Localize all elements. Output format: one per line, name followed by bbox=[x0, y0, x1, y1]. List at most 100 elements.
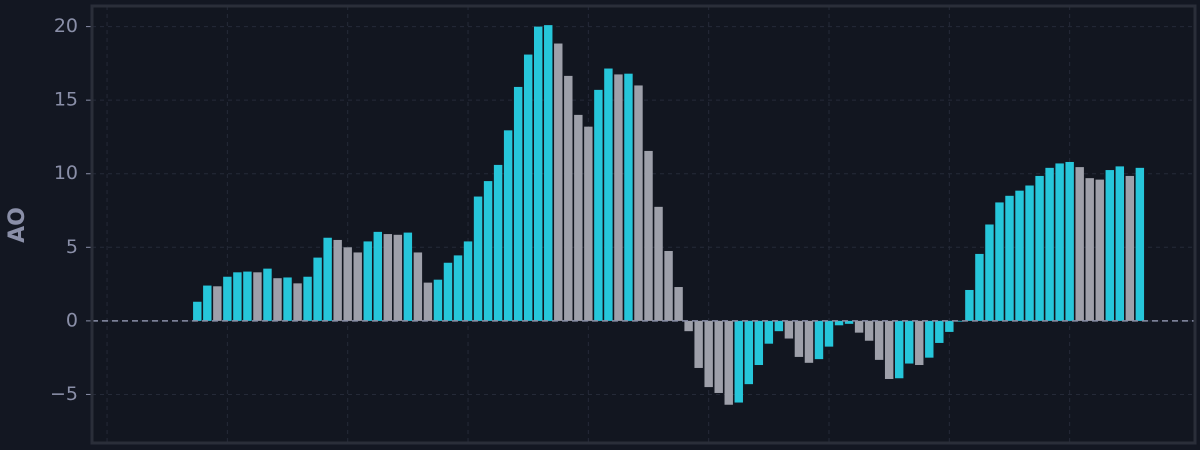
bar bbox=[1055, 163, 1064, 321]
bar bbox=[1125, 175, 1135, 321]
bar bbox=[333, 239, 342, 321]
bar bbox=[203, 285, 212, 321]
bar bbox=[303, 276, 312, 321]
bar bbox=[534, 26, 543, 321]
bar bbox=[754, 320, 764, 366]
bar bbox=[1075, 167, 1084, 321]
bar bbox=[854, 320, 864, 333]
bar bbox=[864, 320, 874, 341]
bar bbox=[1015, 190, 1024, 321]
bar bbox=[774, 320, 784, 332]
bar bbox=[1065, 161, 1074, 321]
bar bbox=[965, 289, 974, 321]
bar bbox=[955, 320, 964, 322]
plot-frame bbox=[90, 4, 1197, 445]
bar bbox=[233, 272, 242, 321]
y-axis-label: AO bbox=[5, 207, 30, 243]
bar bbox=[614, 74, 623, 321]
bar bbox=[473, 196, 483, 321]
bar bbox=[1135, 167, 1145, 321]
bar bbox=[503, 130, 513, 321]
bar bbox=[664, 250, 673, 321]
bar bbox=[915, 320, 924, 366]
bar bbox=[905, 320, 914, 364]
bar bbox=[724, 320, 733, 405]
bar bbox=[564, 75, 573, 321]
bar bbox=[844, 320, 854, 324]
bar bbox=[323, 237, 332, 321]
bar bbox=[654, 206, 663, 321]
bar bbox=[584, 126, 593, 321]
bar bbox=[804, 320, 814, 363]
bar bbox=[1105, 170, 1114, 321]
bar bbox=[253, 272, 262, 321]
y-tick-label: 10 bbox=[54, 162, 78, 184]
bar bbox=[1035, 175, 1044, 321]
bar bbox=[453, 255, 463, 321]
bar bbox=[935, 320, 944, 343]
bar bbox=[1045, 167, 1054, 321]
bar bbox=[283, 277, 292, 321]
bar bbox=[243, 271, 252, 321]
y-tick-label: 0 bbox=[66, 309, 78, 331]
bar bbox=[223, 276, 232, 321]
bar bbox=[423, 282, 433, 321]
y-tick-label: 15 bbox=[54, 89, 78, 111]
bar bbox=[894, 320, 904, 379]
bar bbox=[925, 320, 934, 358]
bar bbox=[604, 68, 613, 321]
bar bbox=[363, 241, 372, 321]
y-tick-label: 5 bbox=[66, 236, 78, 258]
bar bbox=[523, 54, 533, 321]
bar bbox=[393, 234, 403, 321]
bar bbox=[714, 320, 723, 393]
bar bbox=[884, 320, 894, 379]
bar bbox=[483, 181, 493, 321]
bar bbox=[834, 320, 844, 326]
bar bbox=[734, 320, 743, 403]
bar bbox=[343, 247, 352, 321]
bar bbox=[824, 320, 834, 347]
bar bbox=[764, 320, 774, 344]
bar bbox=[554, 43, 563, 321]
bar bbox=[273, 278, 282, 321]
bar bbox=[513, 86, 523, 321]
bar bbox=[784, 320, 794, 339]
bar bbox=[594, 89, 603, 321]
bar bbox=[794, 320, 804, 357]
bar bbox=[624, 73, 633, 321]
bar bbox=[193, 301, 202, 321]
bar bbox=[544, 25, 553, 321]
bar bbox=[413, 252, 423, 321]
y-tick-label: 20 bbox=[54, 15, 78, 37]
bar bbox=[1085, 178, 1094, 321]
bar bbox=[433, 279, 443, 321]
bar bbox=[644, 150, 653, 321]
bar bbox=[293, 283, 302, 321]
bar bbox=[1005, 195, 1014, 321]
bar bbox=[995, 202, 1004, 321]
bar bbox=[1095, 179, 1104, 321]
bar bbox=[263, 268, 272, 321]
bar bbox=[694, 320, 703, 368]
bar bbox=[443, 262, 453, 321]
bar bbox=[634, 85, 643, 321]
bar bbox=[985, 224, 994, 321]
bar bbox=[684, 320, 693, 332]
bar bbox=[353, 252, 362, 321]
bar bbox=[1115, 166, 1125, 321]
bar bbox=[975, 253, 984, 321]
bar bbox=[574, 114, 583, 321]
bar bbox=[945, 320, 954, 332]
bar bbox=[403, 232, 413, 321]
y-tick-label: −5 bbox=[50, 383, 78, 405]
bar bbox=[373, 231, 382, 321]
bar bbox=[463, 241, 473, 321]
bar bbox=[383, 234, 393, 321]
bar bbox=[313, 257, 322, 321]
bar bbox=[213, 286, 222, 321]
bar bbox=[814, 320, 824, 360]
bar bbox=[704, 320, 713, 388]
bar bbox=[674, 287, 683, 321]
